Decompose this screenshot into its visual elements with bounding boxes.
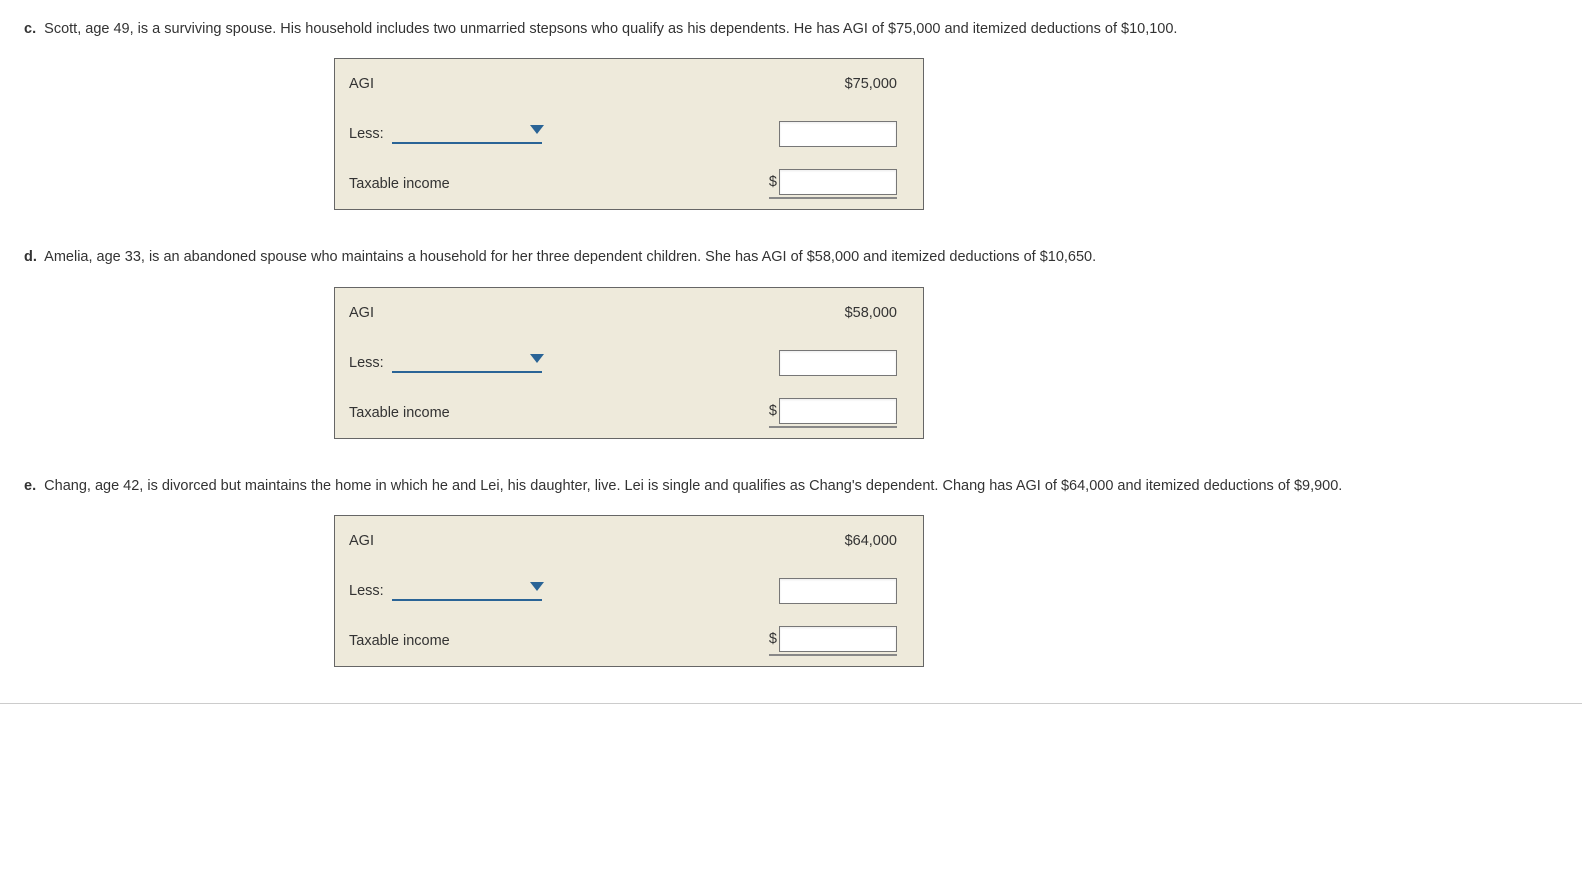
taxable-input[interactable] [779,398,897,424]
less-dropdown[interactable] [392,581,542,601]
agi-row: AGI $58,000 [335,288,923,338]
taxable-label: Taxable income [349,630,589,652]
dollar-prefix: $ [769,171,777,193]
less-dropdown[interactable] [392,353,542,373]
question-prompt: c. Scott, age 49, is a surviving spouse.… [24,18,1558,40]
agi-label: AGI [349,302,589,324]
question-text: Amelia, age 33, is an abandoned spouse w… [44,249,1096,265]
less-input[interactable] [779,350,897,376]
page-divider [0,703,1582,704]
less-row: Less: [335,566,923,616]
less-input[interactable] [779,578,897,604]
question-c: c. Scott, age 49, is a surviving spouse.… [24,18,1558,210]
agi-row: AGI $64,000 [335,516,923,566]
taxable-label: Taxable income [349,173,589,195]
less-dropdown[interactable] [392,124,542,144]
calc-box: AGI $64,000 Less: Taxable income [334,515,924,667]
agi-value: $58,000 [845,302,897,324]
less-label: Less: [349,352,384,374]
taxable-row: Taxable income $ [335,388,923,438]
question-letter: c. [24,21,36,37]
dollar-prefix: $ [769,400,777,422]
less-input[interactable] [779,121,897,147]
question-letter: e. [24,478,36,494]
less-label: Less: [349,580,384,602]
less-row: Less: [335,109,923,159]
question-prompt: e. Chang, age 42, is divorced but mainta… [24,475,1558,497]
question-d: d. Amelia, age 33, is an abandoned spous… [24,246,1558,438]
chevron-down-icon [530,582,544,591]
calc-box: AGI $58,000 Less: Taxable income [334,287,924,439]
taxable-row: Taxable income $ [335,616,923,666]
question-letter: d. [24,249,37,265]
agi-label: AGI [349,73,589,95]
chevron-down-icon [530,125,544,134]
question-text: Chang, age 42, is divorced but maintains… [44,478,1342,494]
question-prompt: d. Amelia, age 33, is an abandoned spous… [24,246,1558,268]
agi-row: AGI $75,000 [335,59,923,109]
question-e: e. Chang, age 42, is divorced but mainta… [24,475,1558,667]
less-label: Less: [349,123,384,145]
agi-value: $75,000 [845,73,897,95]
calc-box: AGI $75,000 Less: Taxable income [334,58,924,210]
taxable-row: Taxable income $ [335,159,923,209]
taxable-label: Taxable income [349,402,589,424]
dollar-prefix: $ [769,628,777,650]
taxable-input[interactable] [779,626,897,652]
less-row: Less: [335,338,923,388]
question-text: Scott, age 49, is a surviving spouse. Hi… [44,21,1177,37]
taxable-input[interactable] [779,169,897,195]
chevron-down-icon [530,354,544,363]
agi-value: $64,000 [845,530,897,552]
agi-label: AGI [349,530,589,552]
